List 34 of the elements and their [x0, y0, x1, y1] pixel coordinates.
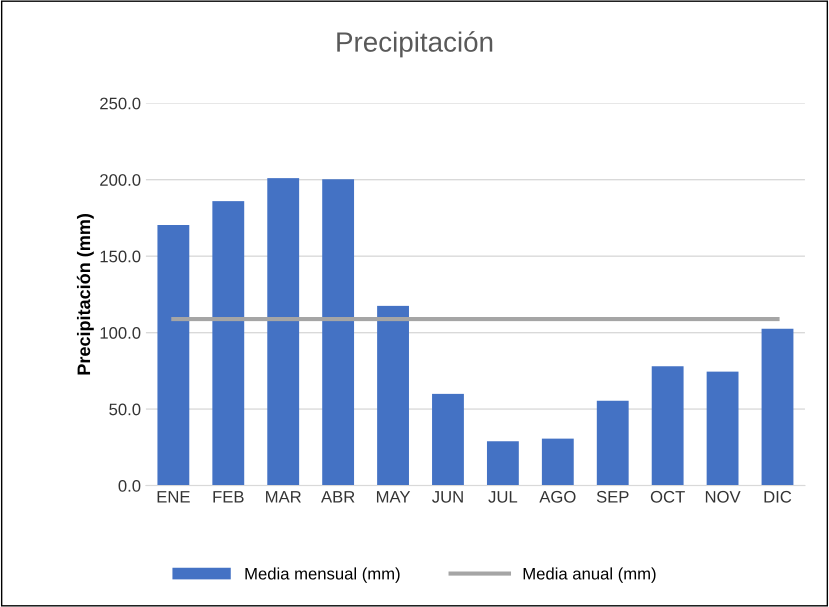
x-tick-label: OCT	[650, 490, 685, 503]
x-tick-label: ENE	[158, 491, 190, 503]
x-tick-label: MAR	[266, 491, 301, 503]
x-tick-label: SEP	[596, 490, 629, 503]
y-axis-title: Precipitación (mm)	[76, 214, 94, 374]
bar	[652, 366, 684, 486]
bar	[596, 400, 629, 486]
bar	[267, 178, 300, 486]
bar	[762, 328, 794, 486]
bar	[212, 201, 244, 486]
y-tick-label: 100.0	[100, 327, 140, 339]
legend-label: Media anual (mm)	[524, 567, 656, 583]
y-tick-label: 250.0	[100, 98, 140, 110]
x-tick-label: DIC	[764, 490, 792, 503]
bar	[157, 224, 190, 486]
bar	[322, 179, 354, 486]
y-tick-label: 150.0	[100, 250, 140, 262]
x-tick-label: JUN	[432, 491, 463, 503]
y-tick-label: 200.0	[100, 174, 140, 186]
y-tick-label: 50.0	[109, 404, 140, 416]
x-tick-label: FEB	[213, 491, 244, 503]
y-tick-label: 0.0	[118, 480, 140, 492]
bar	[486, 441, 519, 486]
bar	[542, 438, 574, 486]
bar	[706, 372, 739, 486]
bar	[432, 394, 464, 486]
x-tick-label: MAY	[376, 491, 410, 503]
bar	[377, 306, 409, 486]
x-tick-label: AGO	[539, 490, 576, 503]
legend-label: Media mensual (mm)	[245, 567, 400, 583]
x-tick-label: NOV	[706, 490, 741, 503]
chart-title: Precipitación	[337, 31, 492, 58]
x-tick-label: JUL	[488, 491, 518, 503]
x-tick-label: ABR	[321, 491, 354, 503]
